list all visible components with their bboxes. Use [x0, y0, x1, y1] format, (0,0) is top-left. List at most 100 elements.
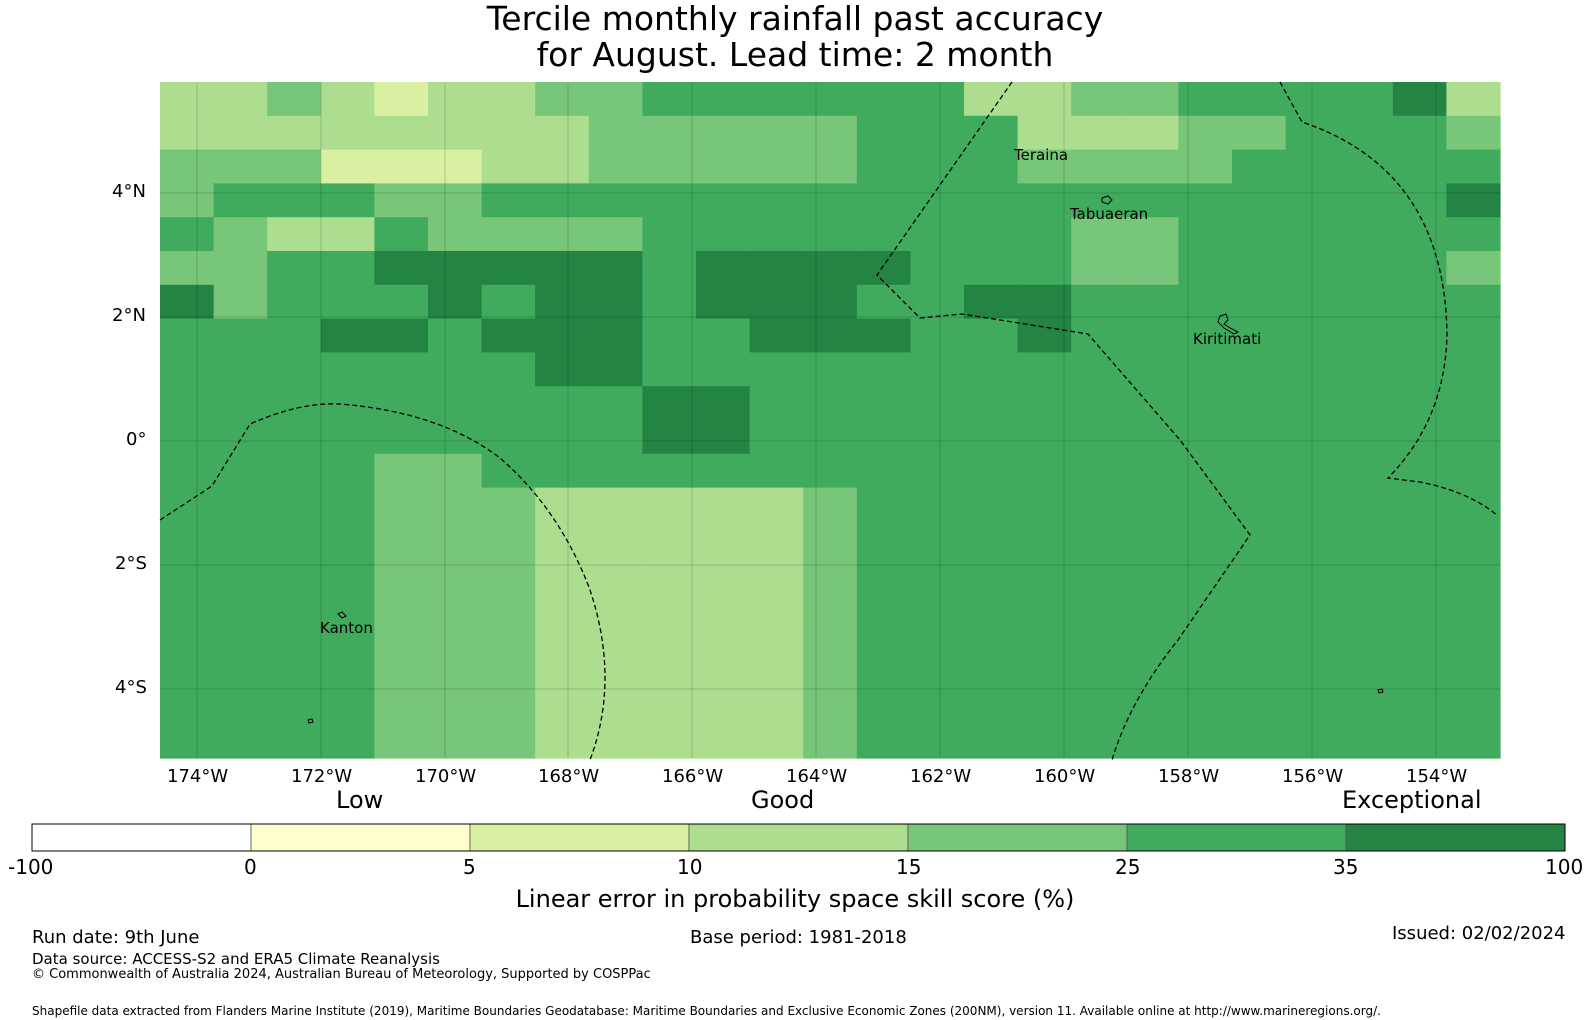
grid-cell	[1232, 724, 1287, 759]
grid-cell	[160, 453, 215, 489]
grid-cell	[964, 521, 1019, 556]
grid-cell	[1232, 487, 1287, 522]
grid-cell	[1339, 183, 1394, 218]
grid-cell	[267, 284, 322, 320]
grid-cell	[1017, 724, 1072, 759]
grid-cell	[749, 251, 804, 286]
grid-cell	[1446, 521, 1501, 556]
grid-cell	[749, 386, 804, 421]
grid-cell	[1017, 656, 1072, 691]
grid-cell	[803, 251, 858, 286]
grid-cell	[213, 149, 268, 184]
grid-cell	[1232, 149, 1287, 184]
island-small-2	[1377, 688, 1384, 694]
grid-cell	[1178, 521, 1233, 556]
grid-cell	[910, 453, 965, 489]
grid-cell	[267, 690, 322, 725]
grid-cell	[856, 115, 911, 151]
grid-cell	[267, 555, 322, 590]
colorbar-tick--100: -100	[8, 855, 54, 879]
grid-cell	[749, 284, 804, 320]
grid-cell	[1017, 622, 1072, 658]
grid-cell	[1071, 217, 1126, 252]
grid-cell	[964, 453, 1019, 489]
place-label-kiritimati: Kiritimati	[1193, 330, 1262, 348]
grid-cell	[320, 622, 375, 658]
grid-cell	[481, 589, 536, 624]
grid-cell	[1339, 589, 1394, 624]
grid-cell	[160, 217, 215, 252]
lon-label-158w: 158°W	[1158, 766, 1220, 787]
grid-cell	[428, 487, 483, 522]
colorbar-tick-10: 10	[677, 855, 703, 879]
grid-cell	[1071, 82, 1126, 117]
grid-cell	[1124, 217, 1179, 252]
grid-cell	[642, 386, 697, 421]
grid-cell	[1071, 724, 1126, 759]
grid-cell	[1339, 82, 1394, 117]
island-tabuaeran	[1101, 195, 1113, 205]
grid-cell	[1392, 352, 1447, 387]
grid-cell	[213, 251, 268, 286]
grid-cell	[910, 420, 965, 455]
colorbar-bin	[1126, 823, 1347, 852]
grid-cell	[1017, 690, 1072, 725]
grid-cell	[160, 690, 215, 725]
grid-cell	[160, 386, 215, 421]
grid-cell	[1392, 115, 1447, 151]
grid-cell	[749, 318, 804, 353]
grid-cell	[1071, 487, 1126, 522]
grid-cell	[803, 115, 858, 151]
lon-label-164w: 164°W	[786, 766, 848, 787]
grid-cell	[160, 251, 215, 286]
grid-cell	[642, 149, 697, 184]
grid-cell	[213, 555, 268, 590]
base-period: Base period: 1981-2018	[690, 927, 907, 948]
grid-cell	[535, 420, 590, 455]
grid-cell	[696, 183, 751, 218]
grid-cell	[160, 656, 215, 691]
grid-cell	[213, 115, 268, 151]
grid-cell	[588, 487, 643, 522]
grid-cell	[749, 183, 804, 218]
grid-cell	[1071, 622, 1126, 658]
grid-cell	[160, 318, 215, 353]
grid-cell	[1232, 555, 1287, 590]
grid-cell	[964, 284, 1019, 320]
grid-cell	[588, 453, 643, 489]
grid-cell	[1071, 453, 1126, 489]
lon-label-170w: 170°W	[415, 766, 477, 787]
grid-cell	[856, 284, 911, 320]
grid-cell	[428, 521, 483, 556]
grid-cell	[1232, 521, 1287, 556]
grid-cell	[642, 115, 697, 151]
grid-cell	[428, 555, 483, 590]
grid-cell	[964, 589, 1019, 624]
grid-cell	[856, 521, 911, 556]
grid-cell	[1178, 622, 1233, 658]
legend-category-low: Low	[336, 786, 384, 814]
grid-cell	[160, 622, 215, 658]
graticule	[160, 82, 1500, 758]
grid-cell	[160, 555, 215, 590]
grid-cell	[1017, 521, 1072, 556]
colorbar-label: Linear error in probability space skill …	[515, 885, 1075, 913]
grid-cell	[588, 82, 643, 117]
grid-cell	[481, 352, 536, 387]
grid-cell	[535, 115, 590, 151]
grid-cell	[910, 487, 965, 522]
island-outlines	[307, 195, 1384, 724]
grid-cell	[803, 521, 858, 556]
grid-cell	[856, 183, 911, 218]
grid-cell	[642, 656, 697, 691]
grid-cell	[1178, 82, 1233, 117]
grid-cell	[428, 149, 483, 184]
grid-cell	[428, 589, 483, 624]
grid-cell	[213, 420, 268, 455]
grid-cell	[213, 521, 268, 556]
grid-cell	[1124, 453, 1179, 489]
grid-cell	[320, 453, 375, 489]
grid-cell	[374, 284, 429, 320]
grid-cell	[481, 521, 536, 556]
grid-cell	[856, 386, 911, 421]
